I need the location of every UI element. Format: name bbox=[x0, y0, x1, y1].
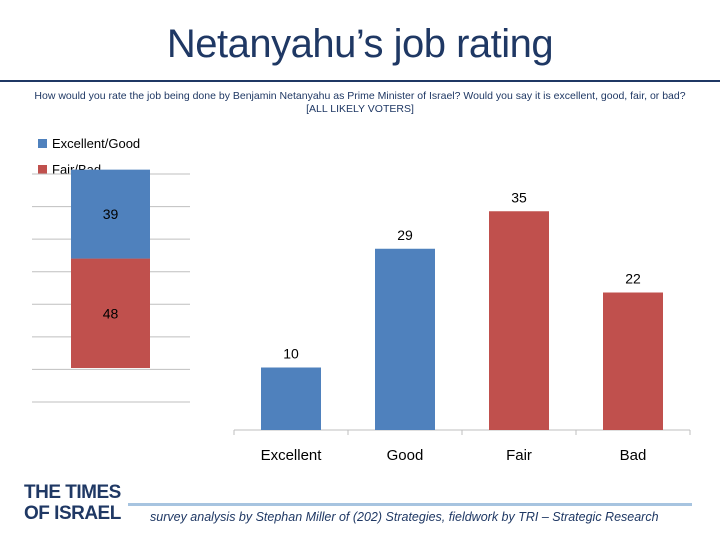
x-tick-label-excellent: Excellent bbox=[261, 447, 323, 464]
x-tick-label-good: Good bbox=[387, 447, 424, 464]
chart-title: Netanyahu’s job rating bbox=[166, 22, 554, 66]
logo-line-2: OF ISRAEL bbox=[24, 503, 121, 524]
legend-swatch-red bbox=[38, 164, 47, 174]
legend-label-excellent-good: Excellent/Good bbox=[52, 135, 141, 151]
times-of-israel-logo: THE TIMES OF ISRAEL bbox=[24, 482, 121, 524]
data-label-bad: 22 bbox=[625, 271, 641, 287]
legend: Excellent/Good Fair/Bad bbox=[38, 130, 140, 182]
subtitle-population: [ALL LIKELY VOTERS] bbox=[306, 103, 414, 115]
bar-excellent bbox=[261, 367, 321, 430]
bar-good bbox=[375, 248, 435, 430]
stacked-segment-fair-bad bbox=[71, 258, 150, 368]
chart-subtitle: How would you rate the job being done by… bbox=[10, 90, 710, 116]
logo-line-1: THE TIMES bbox=[24, 482, 121, 503]
bar-fair bbox=[489, 211, 549, 430]
data-label-excellent: 10 bbox=[283, 346, 299, 362]
footer-divider bbox=[128, 503, 692, 506]
x-tick-label-bad: Bad bbox=[620, 447, 647, 464]
footer-credit: survey analysis by Stephan Miller of (20… bbox=[150, 510, 659, 524]
legend-swatch-blue bbox=[38, 138, 47, 148]
data-label-good: 29 bbox=[397, 227, 413, 243]
bar-bad bbox=[603, 292, 663, 430]
stacked-segment-excellent-good bbox=[71, 169, 150, 259]
stacked-label-fair-bad: 48 bbox=[103, 305, 119, 321]
stacked-label-excellent-good: 39 bbox=[103, 206, 119, 222]
x-tick-label-fair: Fair bbox=[506, 447, 532, 464]
subtitle-question: How would you rate the job being done by… bbox=[34, 90, 686, 102]
data-label-fair: 35 bbox=[511, 189, 527, 205]
title-divider bbox=[0, 80, 720, 82]
legend-item-excellent-good: Excellent/Good bbox=[38, 130, 140, 156]
